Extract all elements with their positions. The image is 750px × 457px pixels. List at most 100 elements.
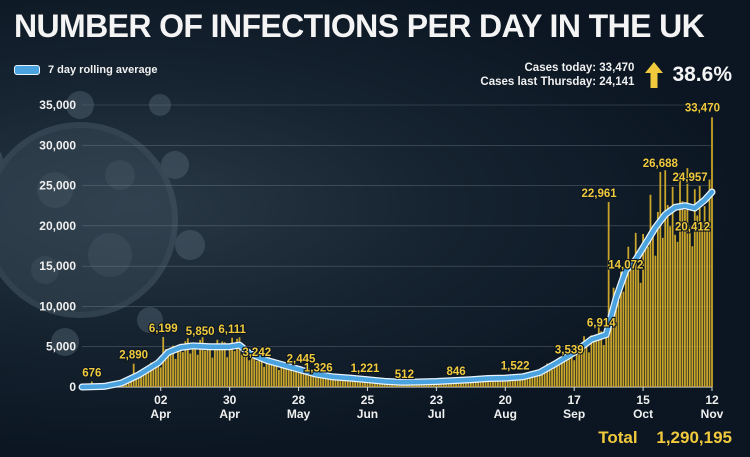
daily-case-bar	[329, 379, 332, 387]
daily-case-bar	[292, 371, 295, 387]
x-axis-tick-labels: 02Apr30Apr28May25Jun23Jul20Aug17Sep15Oct…	[150, 387, 724, 421]
value-annotation: 20,412	[675, 222, 710, 234]
total-value: 1,290,195	[656, 428, 732, 447]
daily-case-bar	[597, 323, 600, 387]
daily-case-bar	[157, 361, 160, 387]
daily-case-bar	[314, 377, 317, 387]
x-tick-month: Jul	[428, 407, 445, 421]
x-tick-month: Aug	[494, 407, 517, 421]
daily-case-bar	[524, 374, 526, 387]
value-annotation: 846	[446, 366, 465, 378]
daily-case-bar	[182, 352, 184, 387]
daily-case-bar	[573, 360, 576, 387]
value-annotation: 3,242	[242, 347, 271, 359]
daily-case-bar	[617, 300, 620, 387]
daily-case-bar	[201, 337, 204, 387]
daily-case-bar	[263, 366, 265, 387]
value-annotation: 2,890	[119, 350, 148, 362]
daily-case-bar	[684, 210, 686, 387]
value-annotation: 5,850	[186, 326, 215, 338]
daily-case-bar	[351, 380, 354, 387]
daily-case-bar	[309, 371, 312, 387]
y-tick-label: 10,000	[39, 299, 76, 313]
daily-case-bar	[344, 379, 347, 387]
daily-case-bar	[447, 382, 450, 387]
daily-case-bar	[676, 241, 679, 387]
daily-case-bar	[366, 381, 369, 387]
daily-case-bar	[560, 353, 563, 387]
cases-last-thursday: Cases last Thursday: 24,141	[480, 76, 635, 88]
value-annotation: 676	[82, 368, 101, 380]
daily-case-bar	[551, 369, 553, 387]
daily-case-bars	[83, 117, 713, 388]
daily-case-bar	[654, 255, 657, 387]
x-tick-month: Jun	[357, 407, 378, 421]
daily-case-bar	[258, 355, 261, 387]
daily-case-bar	[199, 339, 202, 387]
value-annotation: 24,957	[673, 172, 708, 184]
daily-case-bar	[497, 377, 499, 387]
daily-case-bar	[282, 363, 285, 387]
daily-case-bar	[605, 330, 608, 387]
y-tick-label: 0	[69, 380, 76, 394]
daily-case-bar	[541, 371, 544, 387]
daily-case-bar	[280, 364, 283, 387]
daily-case-bar	[533, 374, 536, 387]
daily-case-bar	[637, 267, 640, 387]
daily-case-bar	[585, 345, 588, 387]
daily-case-bar	[324, 373, 327, 387]
daily-case-bar	[674, 234, 676, 387]
x-tick-day: 28	[292, 393, 306, 407]
daily-case-bar	[174, 358, 177, 387]
daily-case-bar	[501, 377, 504, 387]
daily-case-bar	[558, 365, 561, 387]
daily-case-bar	[255, 360, 258, 387]
daily-case-bar	[669, 226, 672, 387]
daily-case-bar	[140, 374, 142, 387]
daily-case-bar	[189, 353, 192, 387]
virus-background-image	[0, 91, 205, 356]
total-label: Total	[598, 428, 638, 447]
daily-case-bar	[548, 366, 551, 387]
change-percentage: 38.6%	[672, 63, 732, 86]
daily-case-bar	[543, 371, 546, 387]
daily-case-bar	[211, 357, 214, 387]
daily-case-bar	[487, 378, 489, 387]
daily-case-bar	[656, 212, 659, 387]
daily-case-bar	[260, 357, 263, 387]
x-tick-day: 17	[568, 393, 582, 407]
daily-case-bar	[489, 378, 492, 387]
daily-case-bar	[241, 354, 243, 387]
cases-today: Cases today: 33,470	[524, 62, 635, 74]
chart-title: NUMBER OF INFECTIONS PER DAY IN THE UK	[14, 8, 705, 44]
value-annotation: 22,961	[581, 188, 617, 200]
daily-case-bar	[290, 364, 293, 387]
daily-case-bar	[287, 362, 290, 387]
daily-case-bar	[607, 201, 610, 387]
daily-case-bar	[615, 292, 617, 387]
daily-case-bar	[231, 337, 234, 387]
daily-case-bar	[154, 363, 157, 387]
daily-case-bar	[341, 376, 344, 387]
x-tick-day: 12	[705, 393, 719, 407]
daily-case-bar	[701, 222, 704, 387]
daily-case-bar	[634, 232, 637, 387]
daily-case-bar	[565, 360, 568, 387]
daily-case-bar	[381, 382, 384, 387]
daily-case-bar	[492, 379, 494, 387]
daily-case-bar	[245, 350, 248, 387]
daily-case-bar	[150, 362, 152, 387]
daily-case-bar	[661, 237, 664, 387]
x-tick-month: Apr	[219, 407, 240, 421]
daily-case-bar	[373, 380, 376, 387]
daily-case-bar	[204, 350, 206, 387]
daily-case-bar	[578, 346, 580, 387]
daily-case-bar	[595, 341, 598, 387]
total-cases: Total 1,290,195	[598, 428, 732, 448]
daily-case-bar	[627, 246, 630, 387]
daily-case-bar	[482, 378, 485, 387]
daily-case-bar	[327, 375, 329, 387]
